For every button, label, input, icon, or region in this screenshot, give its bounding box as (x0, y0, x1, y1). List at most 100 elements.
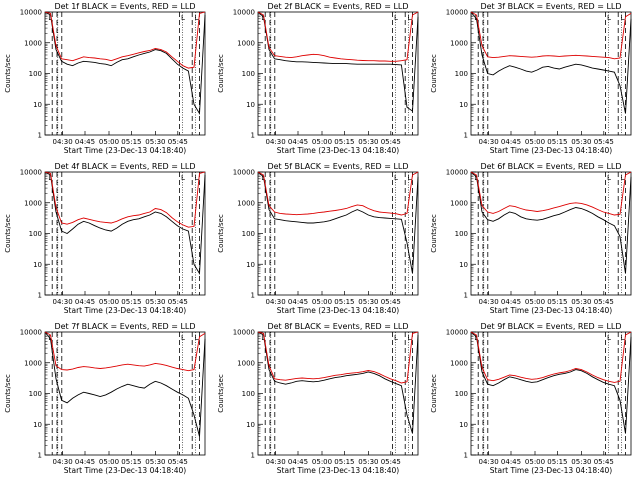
x-tick-label: 05:30 (571, 458, 591, 466)
y-tick-label: 1 (464, 452, 468, 460)
y-axis-label: Counts/sec (430, 214, 438, 253)
y-tick-label: 100 (455, 70, 468, 78)
x-tick-label: 05:15 (121, 458, 141, 466)
y-tick-label: 10 (33, 101, 42, 109)
detector-chart-1: Det 1f BLACK = Events, RED = LLD 1 10 100 10… (4, 2, 206, 155)
y-axis-label: Counts/sec (217, 374, 225, 413)
chart-title: Det 6f BLACK = Events, RED = LLD (480, 162, 621, 171)
x-tick-label: 04:45 (501, 298, 521, 306)
x-tick-label: 05:00 (312, 298, 332, 306)
marker-label: L (181, 14, 185, 22)
chart-title: Det 3f BLACK = Events, RED = LLD (480, 2, 621, 11)
y-tick-label: 10 (459, 261, 468, 269)
marker-label: L (195, 174, 199, 182)
x-tick-label: 04:45 (288, 138, 308, 146)
x-axis-label: Start Time (23-Dec-13 04:18:40) (64, 306, 186, 315)
x-axis-label: Start Time (23-Dec-13 04:18:40) (490, 306, 612, 315)
y-tick-label: 10000 (233, 329, 255, 337)
marker-label: L (621, 14, 625, 22)
detector-panel-5: Det 5f BLACK = Events, RED = LLD 1 10 100 10… (213, 160, 426, 320)
y-tick-label: 1 (38, 452, 42, 460)
x-tick-label: 05:30 (571, 138, 591, 146)
marker-label: L (607, 174, 611, 182)
x-tick-label: 05:00 (525, 298, 545, 306)
marker-label: L (181, 334, 185, 342)
y-tick-label: 1 (464, 292, 468, 300)
chart-title: Det 7f BLACK = Events, RED = LLD (54, 322, 195, 331)
x-axis-label: Start Time (23-Dec-13 04:18:40) (64, 146, 186, 155)
y-axis-label: Counts/sec (430, 54, 438, 93)
x-tick-label: 04:30 (53, 458, 73, 466)
y-tick-label: 10000 (446, 169, 468, 177)
detector-panel-3: Det 3f BLACK = Events, RED = LLD 1 10 100 10… (426, 0, 639, 160)
chart-title: Det 5f BLACK = Events, RED = LLD (267, 162, 408, 171)
series-line-events (257, 331, 419, 434)
marker-label: L (474, 174, 478, 182)
y-tick-label: 10 (246, 261, 255, 269)
y-tick-label: 1 (251, 452, 255, 460)
x-tick-label: 04:45 (501, 138, 521, 146)
x-tick-label: 05:15 (547, 458, 567, 466)
x-tick-label: 04:30 (266, 138, 286, 146)
x-tick-label: 05:00 (312, 138, 332, 146)
plot-frame (257, 171, 419, 296)
detector-chart-2: Det 2f BLACK = Events, RED = LLD 1 10 100 10… (217, 2, 419, 155)
x-tick-label: 04:30 (479, 298, 499, 306)
series-line-events (470, 171, 632, 274)
marker-label: L (48, 14, 52, 22)
x-tick-label: 05:30 (145, 298, 165, 306)
y-tick-label: 100 (242, 70, 255, 78)
x-tick-label: 04:30 (53, 138, 73, 146)
y-tick-label: 1 (251, 132, 255, 140)
x-tick-label: 05:00 (525, 458, 545, 466)
x-tick-label: 04:45 (501, 458, 521, 466)
x-tick-label: 05:45 (381, 138, 401, 146)
y-tick-label: 1000 (450, 199, 468, 207)
marker-label: L (48, 174, 52, 182)
y-tick-label: 10 (33, 261, 42, 269)
marker-label: L (195, 14, 199, 22)
marker-label: L (394, 334, 398, 342)
detector-chart-9: Det 9f BLACK = Events, RED = LLD 1 10 100 10… (430, 322, 632, 475)
marker-label: L (621, 174, 625, 182)
marker-label: L (621, 334, 625, 342)
series-line-lld (44, 171, 206, 228)
detector-panel-6: Det 6f BLACK = Events, RED = LLD 1 10 100 10… (426, 160, 639, 320)
chart-title: Det 1f BLACK = Events, RED = LLD (54, 2, 195, 11)
x-tick-label: 05:45 (381, 298, 401, 306)
y-tick-label: 100 (29, 70, 42, 78)
x-axis-label: Start Time (23-Dec-13 04:18:40) (277, 306, 399, 315)
x-tick-label: 05:15 (334, 458, 354, 466)
y-tick-label: 10 (459, 101, 468, 109)
x-tick-label: 05:15 (121, 298, 141, 306)
x-tick-label: 04:30 (479, 138, 499, 146)
y-tick-label: 1 (251, 292, 255, 300)
y-tick-label: 100 (242, 390, 255, 398)
y-tick-label: 10 (33, 421, 42, 429)
series-line-lld (470, 171, 632, 216)
y-tick-label: 100 (455, 230, 468, 238)
x-tick-label: 05:00 (99, 458, 119, 466)
y-tick-label: 10000 (233, 9, 255, 17)
x-tick-label: 05:45 (594, 458, 614, 466)
x-tick-label: 05:30 (145, 458, 165, 466)
series-line-events (470, 331, 632, 434)
x-tick-label: 04:30 (266, 458, 286, 466)
x-axis-label: Start Time (23-Dec-13 04:18:40) (490, 146, 612, 155)
x-tick-label: 04:30 (266, 298, 286, 306)
x-tick-label: 04:30 (479, 458, 499, 466)
y-tick-label: 100 (29, 390, 42, 398)
marker-label: L (474, 334, 478, 342)
x-tick-label: 05:00 (525, 138, 545, 146)
x-tick-label: 05:15 (547, 298, 567, 306)
y-tick-label: 10 (459, 421, 468, 429)
y-axis-label: Counts/sec (430, 374, 438, 413)
x-tick-label: 05:30 (145, 138, 165, 146)
series-line-lld (470, 11, 632, 60)
detector-panel-9: Det 9f BLACK = Events, RED = LLD 1 10 100 10… (426, 320, 639, 480)
marker-label: L (408, 174, 412, 182)
detector-chart-5: Det 5f BLACK = Events, RED = LLD 1 10 100 10… (217, 162, 419, 315)
x-tick-label: 05:30 (358, 298, 378, 306)
y-tick-label: 1000 (237, 39, 255, 47)
y-axis-label: Counts/sec (217, 214, 225, 253)
